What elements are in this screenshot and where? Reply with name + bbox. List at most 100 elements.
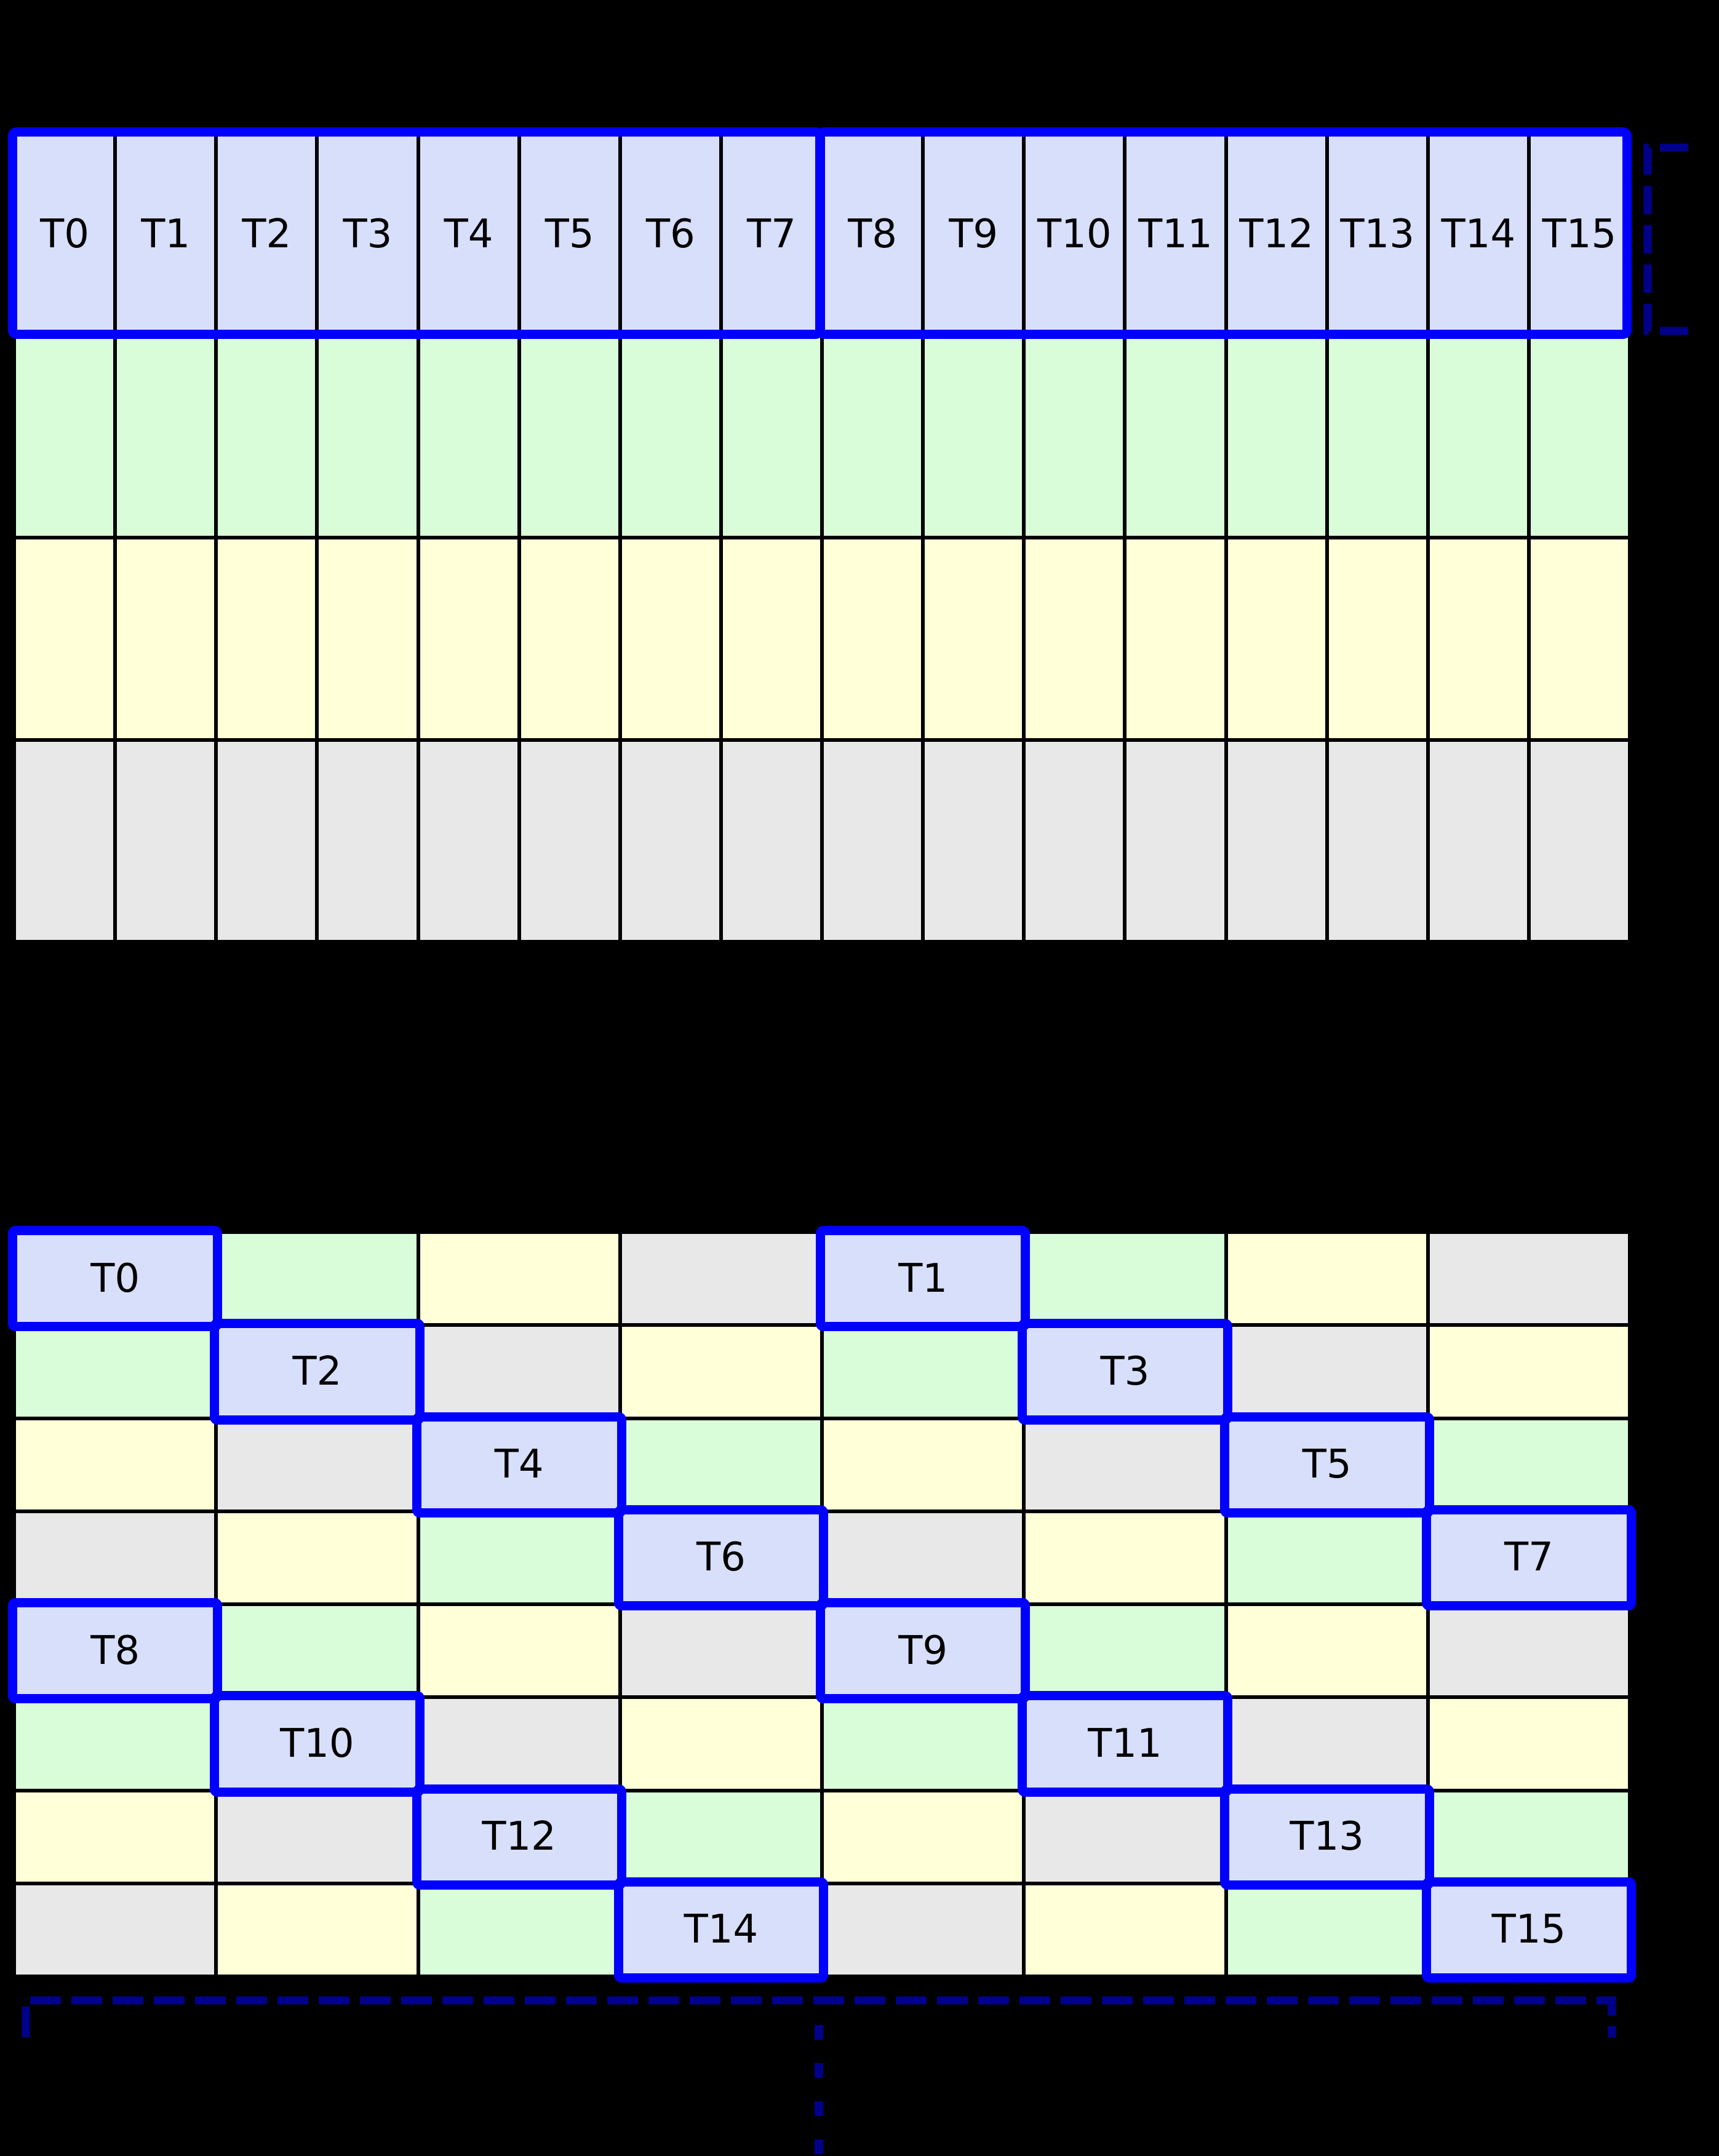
bottom-bracket-icon [22,1996,1616,2037]
thread-label: T13 [1290,1814,1364,1860]
top-cell-r3c2 [218,741,316,940]
top-cell-r1c11 [1127,337,1224,536]
bottom-cell-r2c1 [218,1420,417,1510]
top-cell-r2c11 [1127,539,1224,738]
thread-label: T1 [898,1255,948,1302]
top-cell-r0c13: T13 [1328,135,1426,334]
bottom-cell-r4c4: T9 [816,1598,1031,1704]
top-cell-r3c13 [1328,741,1426,940]
top-cell-r2c4 [420,539,517,738]
top-cell-r3c9 [925,741,1023,940]
bottom-grid: T0 T1 T2 T3 T4 T5 T6 T7 T8 T9 T10 T11 T12 T13 T14 T15 [8,1226,1636,1983]
thread-label: T0 [40,212,89,258]
top-cell-r0c2: T2 [218,135,316,334]
bottom-cell-r4c0: T8 [8,1598,223,1704]
top-cell-r0c7: T7 [722,135,820,334]
bottom-cell-r7c1 [218,1885,417,1975]
thread-label: T9 [949,212,999,258]
top-cell-r1c7 [722,337,820,536]
bottom-cell-r5c4 [824,1699,1023,1789]
thread-label: T5 [544,212,594,258]
top-cell-r2c14 [1429,539,1527,738]
thread-label: T2 [292,1348,342,1394]
top-cell-r3c6 [621,741,719,940]
bottom-cell-r3c3: T6 [613,1505,828,1610]
bottom-cell-r6c5 [1026,1792,1224,1882]
top-cell-r3c14 [1429,741,1527,940]
top-cell-r1c14 [1429,337,1527,536]
thread-label: T4 [494,1442,544,1488]
bottom-cell-r0c7 [1429,1234,1628,1324]
top-cell-r1c10 [1026,337,1123,536]
thread-label: T0 [90,1255,140,1302]
bottom-cell-r0c5 [1026,1234,1224,1324]
bottom-cell-r7c5 [1026,1885,1224,1975]
thread-label: T15 [1491,1907,1566,1953]
top-cell-r2c13 [1328,539,1426,738]
thread-label: T8 [90,1628,140,1674]
thread-label: T4 [444,212,493,258]
bottom-cell-r3c0 [16,1513,215,1602]
bottom-cell-r0c4: T1 [816,1226,1031,1332]
thread-label: T10 [280,1720,354,1767]
bottom-cell-r0c0: T0 [8,1226,223,1332]
top-cell-r1c6 [621,337,719,536]
top-cell-r0c1: T1 [117,135,215,334]
bottom-cell-r1c4 [824,1327,1023,1417]
thread-label: T9 [898,1628,948,1674]
right-bracket-icon [1643,143,1688,335]
bottom-cell-r6c7 [1429,1792,1628,1882]
top-cell-r2c5 [520,539,618,738]
bottom-cell-r5c7 [1429,1699,1628,1789]
top-cell-r0c4: T4 [420,135,517,334]
thread-label: T15 [1542,212,1617,258]
top-cell-r3c4 [420,741,517,940]
top-cell-r0c3: T3 [319,135,417,334]
bottom-cell-r4c1 [218,1606,417,1696]
top-cell-r1c3 [319,337,417,536]
top-cell-r0c6: T6 [621,135,719,334]
thread-label: T12 [482,1814,556,1860]
thread-label: T7 [1504,1535,1553,1581]
top-cell-r1c15 [1530,337,1628,536]
bottom-cell-r6c6: T13 [1219,1784,1434,1890]
thread-label: T11 [1088,1720,1162,1767]
bottom-cell-r2c4 [824,1420,1023,1510]
top-cell-r0c9: T9 [925,135,1023,334]
bottom-cell-r1c0 [16,1327,215,1417]
thread-label: T1 [141,212,191,258]
bottom-cell-r5c5: T11 [1018,1691,1232,1797]
top-cell-r3c0 [16,741,114,940]
top-cell-r0c5: T5 [520,135,618,334]
thread-label: T13 [1340,212,1414,258]
bottom-cell-r7c0 [16,1885,215,1975]
top-grid: T0 T1 T2 T3 T4 T5 T6 T7 T8 T9 T10 T11 T12 T13 T14 T15 [12,132,1632,944]
bottom-cell-r2c5 [1026,1420,1224,1510]
bottom-cell-r1c3 [621,1327,820,1417]
top-cell-r2c9 [925,539,1023,738]
top-cell-r2c15 [1530,539,1628,738]
bottom-cell-r0c1 [218,1234,417,1324]
top-cell-r1c9 [925,337,1023,536]
top-cell-r2c0 [16,539,114,738]
top-cell-r1c1 [117,337,215,536]
bottom-cell-r7c6 [1227,1885,1426,1975]
top-cell-r1c5 [520,337,618,536]
top-cell-r1c8 [824,337,922,536]
bottom-cell-r5c0 [16,1699,215,1789]
bottom-cell-r5c6 [1227,1699,1426,1789]
top-cell-r1c12 [1227,337,1325,536]
bottom-cell-r7c4 [824,1885,1023,1975]
bottom-cell-r3c6 [1227,1513,1426,1602]
top-cell-r0c8: T8 [824,135,922,334]
thread-label: T6 [696,1535,746,1581]
top-cell-r1c2 [218,337,316,536]
thread-label: T3 [343,212,393,258]
bottom-cell-r6c2: T12 [412,1784,626,1890]
bottom-cell-r7c2 [420,1885,618,1975]
bottom-cell-r3c7: T7 [1421,1505,1636,1610]
top-cell-r2c2 [218,539,316,738]
top-cell-r2c12 [1227,539,1325,738]
top-cell-r3c1 [117,741,215,940]
thread-label: T10 [1037,212,1112,258]
